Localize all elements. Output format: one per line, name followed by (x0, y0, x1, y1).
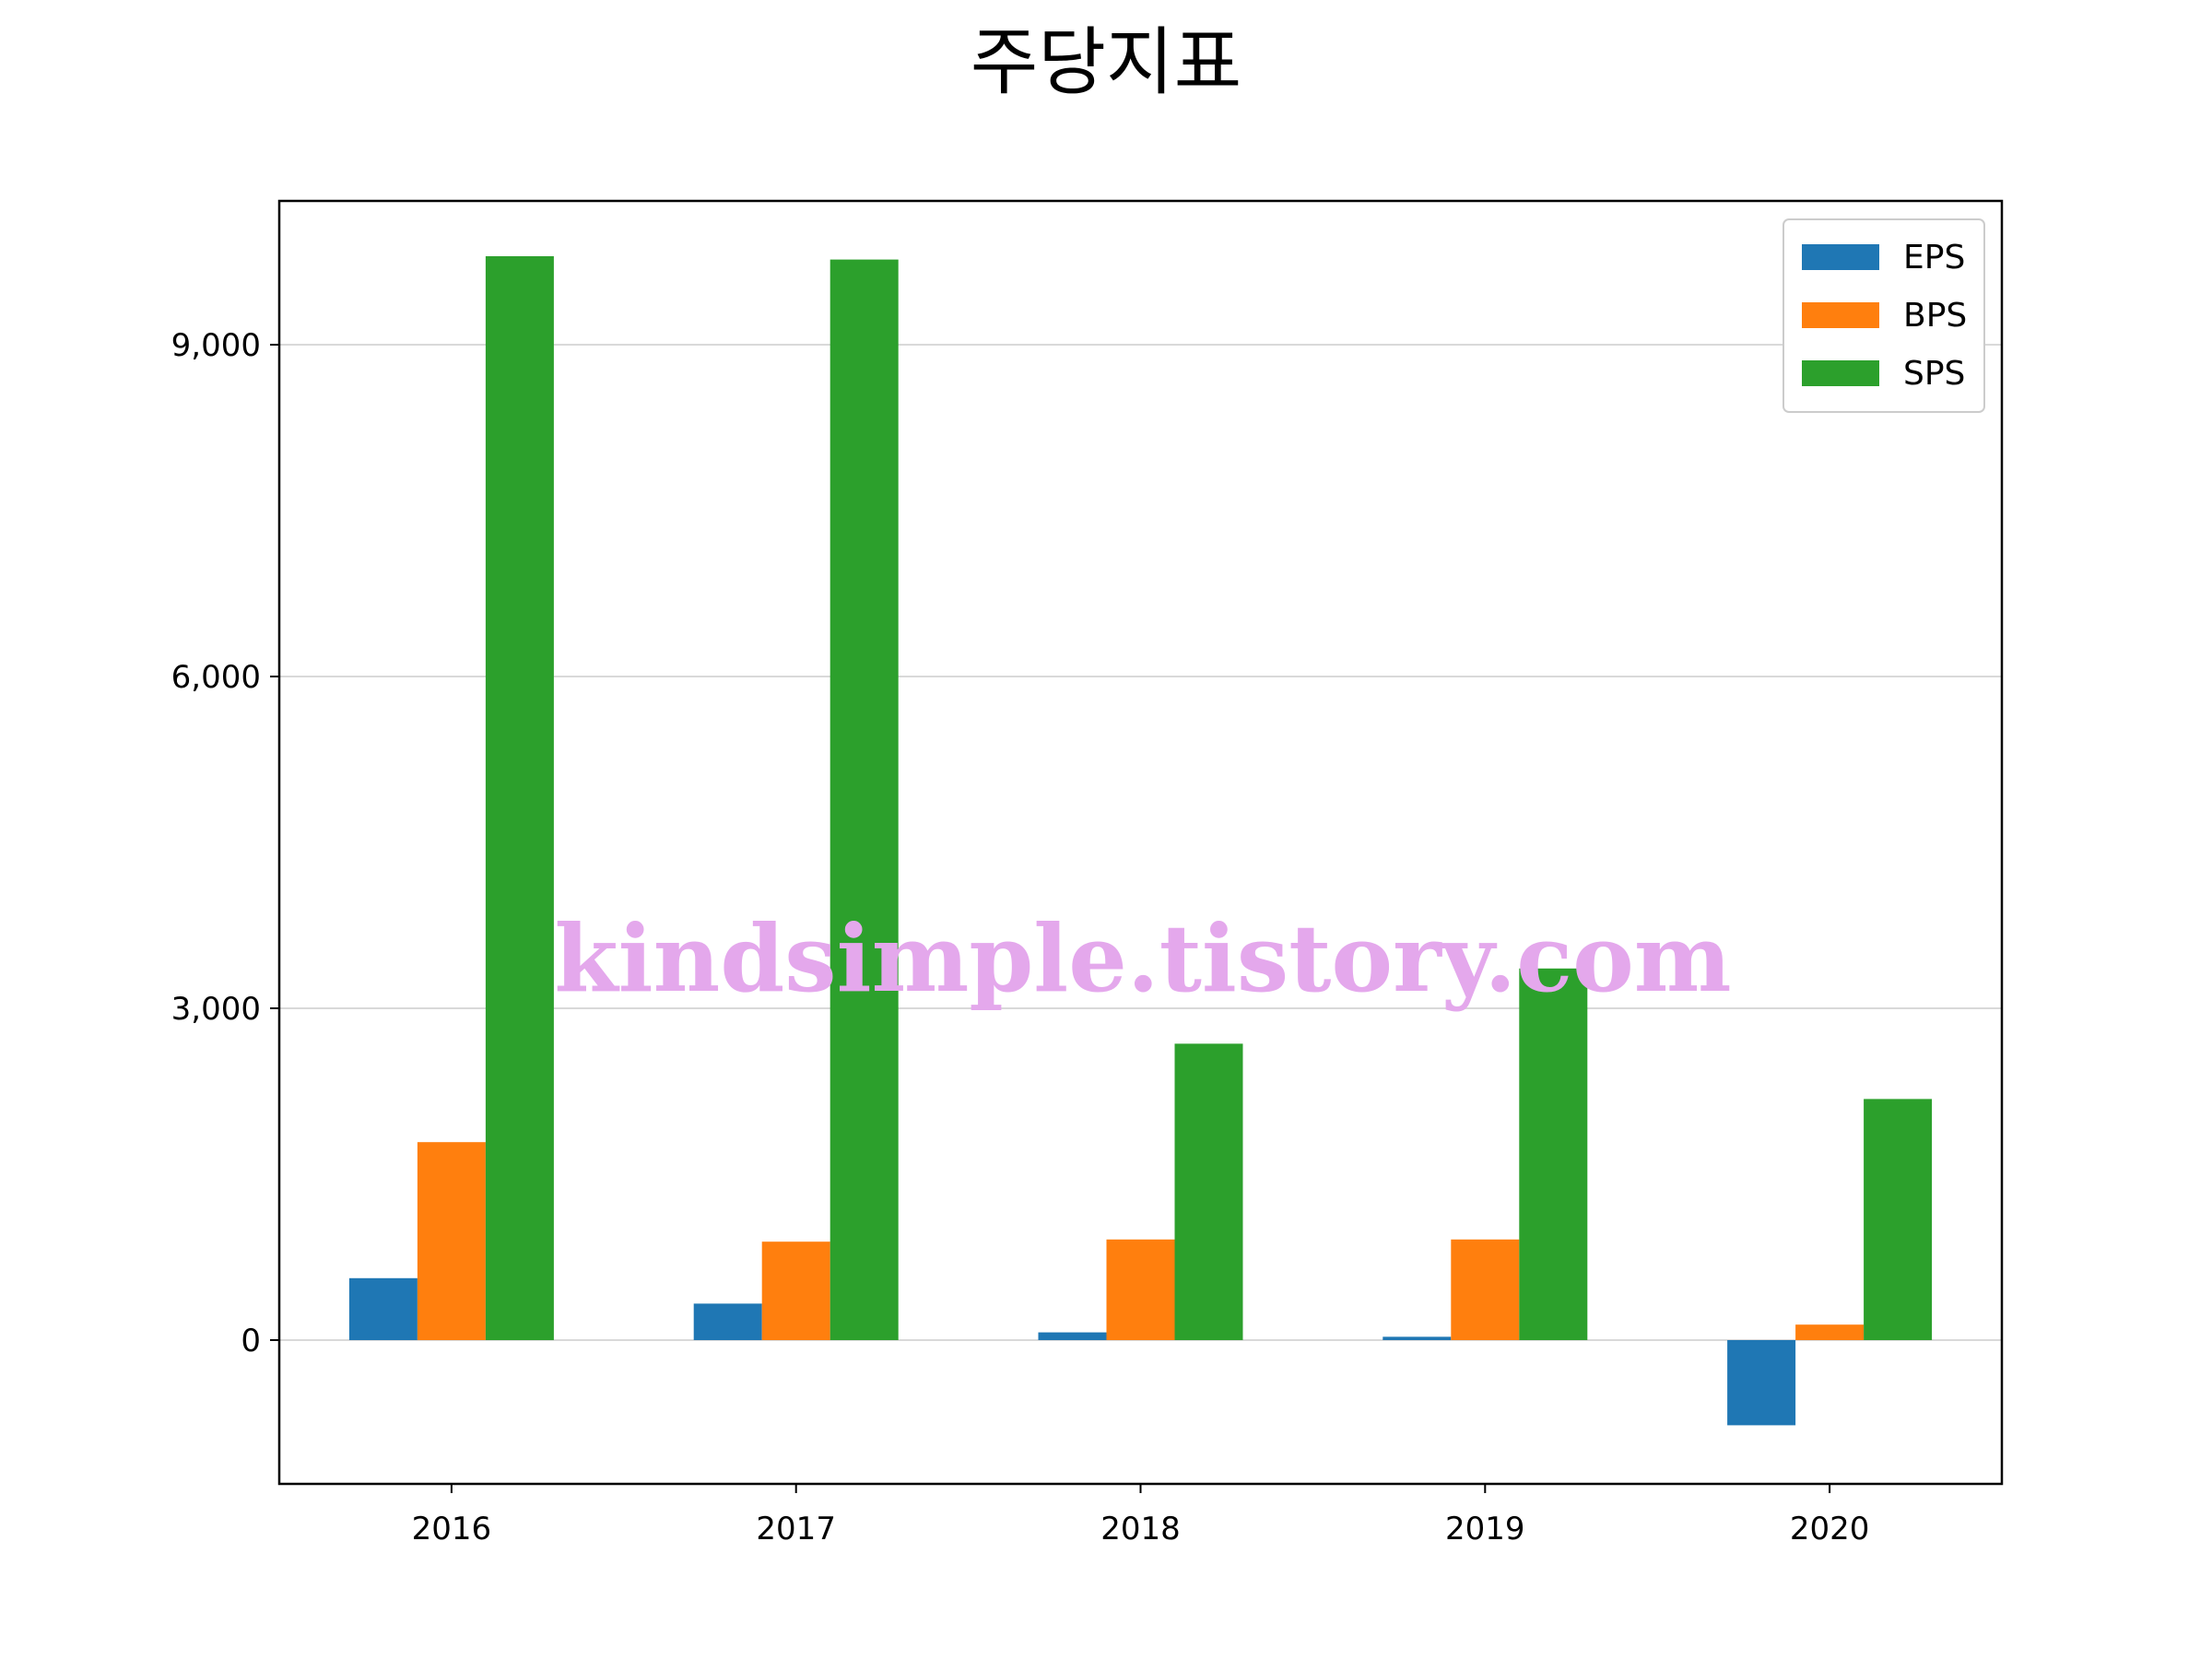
y-tick-label: 3,000 (171, 991, 261, 1028)
y-tick-label: 6,000 (171, 659, 261, 696)
bars (348, 256, 1933, 1426)
legend: EPS BPS SPS (1783, 218, 1985, 413)
bar-eps-2020 (1727, 1340, 1796, 1426)
bar-sps-2019 (1519, 968, 1588, 1340)
bar-eps-2016 (348, 1277, 418, 1340)
bar-sps-2018 (1174, 1043, 1243, 1340)
legend-label-sps: SPS (1903, 355, 1965, 393)
bar-bps-2018 (1106, 1239, 1175, 1340)
bar-eps-2017 (693, 1303, 762, 1340)
legend-swatch-bps (1802, 302, 1879, 328)
bar-bps-2019 (1451, 1239, 1520, 1340)
legend-label-bps: BPS (1903, 297, 1967, 335)
bar-eps-2019 (1382, 1336, 1452, 1340)
x-tick-label: 2019 (1445, 1511, 1525, 1547)
bar-sps-2017 (830, 259, 899, 1341)
plot-frame (277, 199, 2004, 1486)
y-tick-label: 9,000 (171, 327, 261, 364)
watermark: kindsimple.tistory.com (554, 904, 1731, 1013)
x-tick-label: 2018 (1100, 1511, 1181, 1547)
legend-label-eps: EPS (1903, 239, 1965, 276)
chart-title: 주당지표 (971, 19, 1241, 105)
legend-swatch-sps (1802, 360, 1879, 386)
axes: 0 3,000 6,000 9,000 2016 2017 2018 2019 2020 (171, 199, 2004, 1547)
legend-swatch-eps (1802, 244, 1879, 270)
bar-bps-2020 (1795, 1324, 1865, 1340)
x-tick-label: 2016 (412, 1511, 492, 1547)
bar-bps-2016 (417, 1142, 486, 1340)
bar-sps-2016 (485, 256, 554, 1340)
y-tick-label: 0 (241, 1323, 261, 1359)
bar-eps-2018 (1038, 1332, 1107, 1340)
bar-sps-2020 (1864, 1099, 1933, 1340)
x-tick-label: 2020 (1790, 1511, 1870, 1547)
x-tick-label: 2017 (756, 1511, 836, 1547)
bar-bps-2017 (761, 1241, 830, 1340)
